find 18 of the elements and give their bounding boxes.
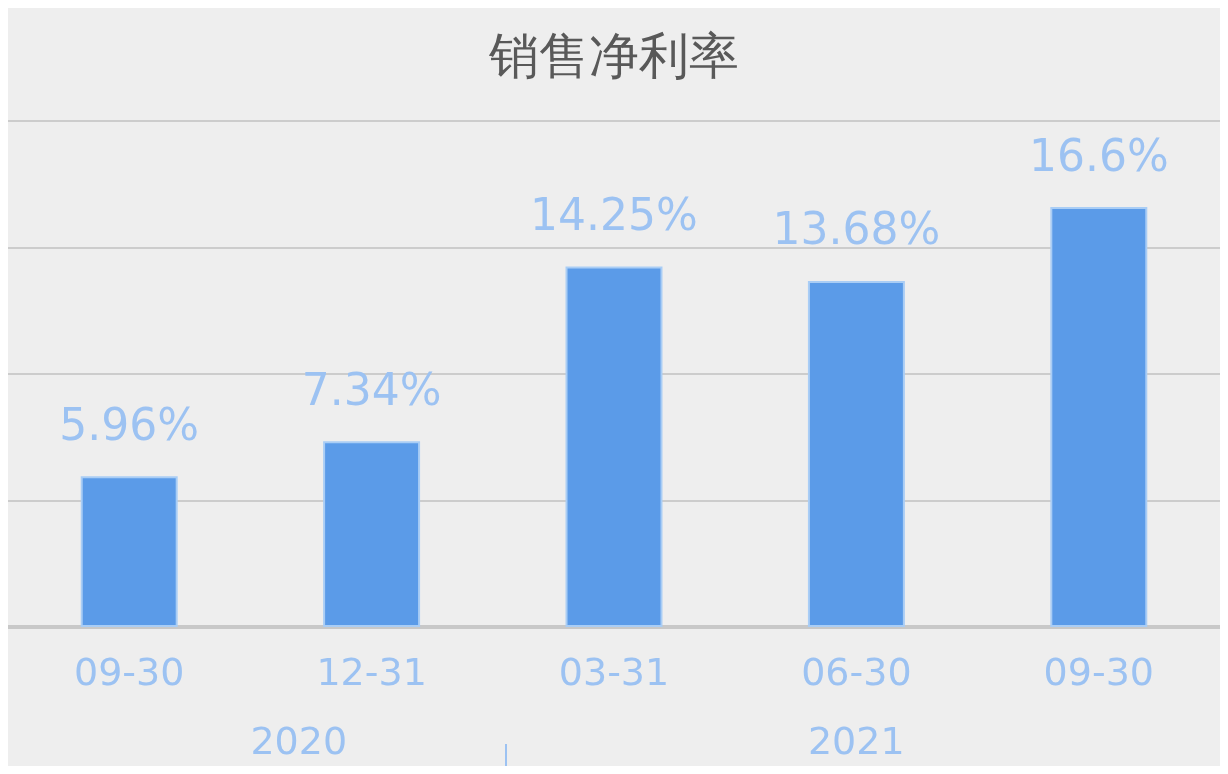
text: 2021 — [807, 719, 905, 763]
text: 2020 — [250, 719, 348, 763]
bar — [807, 280, 905, 627]
data-label: 13.68% — [772, 203, 941, 255]
bar — [565, 266, 663, 627]
bar — [80, 476, 178, 627]
x-tick-label: 12-31 — [316, 650, 427, 694]
x-tick-label: 03-31 — [558, 650, 670, 694]
data-label: 14.25% — [530, 188, 698, 240]
data-label: 5.96% — [59, 398, 200, 450]
data-label: 16.6% — [1028, 129, 1169, 181]
bar — [1050, 207, 1148, 627]
bar — [323, 441, 421, 627]
data-label: 7.34% — [301, 363, 442, 415]
x-tick-label: 06-30 — [801, 650, 912, 694]
chart-title: 销售净利率 — [488, 27, 739, 85]
x-tick-label: 09-30 — [73, 650, 185, 694]
x-tick-label: 09-30 — [1043, 650, 1155, 694]
